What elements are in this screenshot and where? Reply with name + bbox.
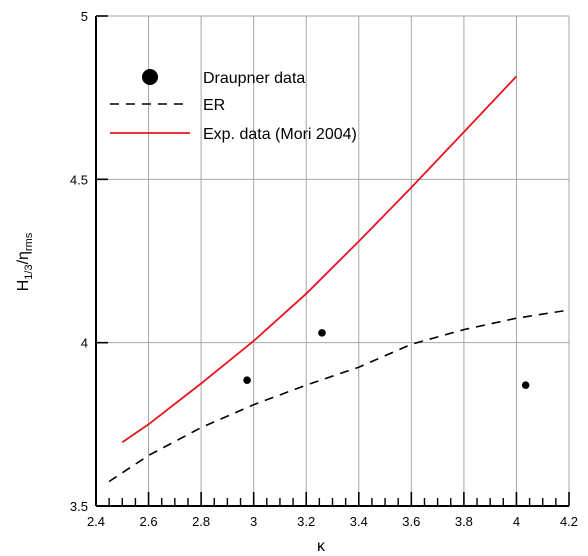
scatter-point [521, 381, 530, 389]
scatter-point [243, 376, 251, 385]
x-tick-label: 4 [513, 514, 520, 529]
x-tick-label: 3 [250, 514, 257, 529]
legend-label-exp: Exp. data (Mori 2004) [203, 126, 357, 143]
x-axis-title: κ [317, 538, 326, 555]
y-axis-title-sub1: 1/3 [23, 264, 35, 279]
legend-label-draupner: Draupner data [203, 70, 305, 87]
x-tick-label: 3.4 [350, 514, 368, 529]
x-tick-label: 3.6 [402, 514, 420, 529]
x-tick-label: 2.4 [87, 514, 105, 529]
y-axis-title-sub2: rms [23, 232, 35, 251]
x-tick-label: 3.8 [455, 514, 473, 529]
x-tick-label: 3.2 [297, 514, 315, 529]
series-layer [108, 75, 570, 483]
scatter-point [318, 329, 326, 337]
y-tick-label: 3.5 [70, 499, 88, 514]
legend: Draupner data ER Exp. data (Mori 2004) [110, 69, 357, 143]
y-tick-label: 5 [81, 9, 88, 24]
y-tick-label: 4.5 [70, 172, 88, 187]
x-tick-label: 2.6 [140, 514, 158, 529]
series-line-1 [108, 309, 570, 483]
legend-label-er: ER [203, 97, 225, 114]
axes [95, 15, 570, 507]
series-line-2 [121, 75, 518, 444]
y-axis-title-main: H [15, 280, 32, 292]
legend-marker-draupner [142, 69, 158, 85]
y-tick-label: 4 [81, 336, 88, 351]
x-tick-label: 2.8 [192, 514, 210, 529]
y-axis-title-sep: /η [15, 251, 32, 264]
y-axis-title: H1/3/ηrms [15, 232, 35, 291]
x-tick-label: 4.2 [560, 514, 578, 529]
ticks: 2.4 2.6 2.8 3 3.2 3.4 3.6 3.8 4 4.2 3.5 4 4.5 5 [70, 9, 578, 529]
grid [96, 16, 569, 506]
